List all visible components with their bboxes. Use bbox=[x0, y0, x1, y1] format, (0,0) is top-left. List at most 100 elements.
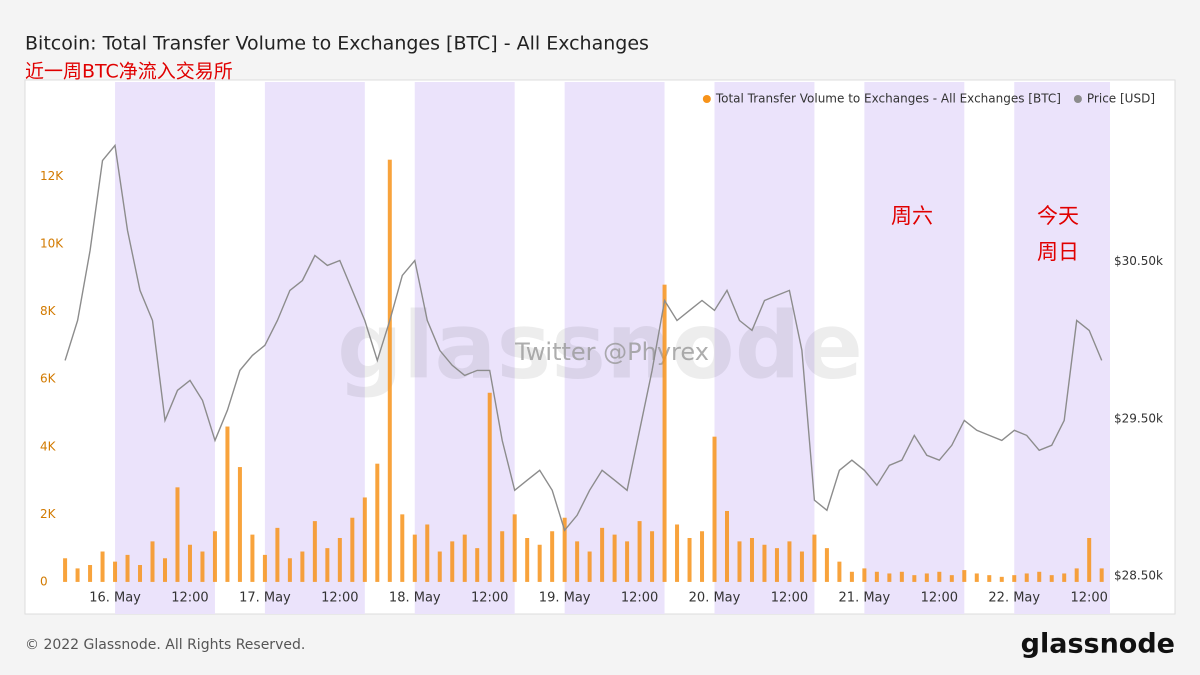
volume-bar bbox=[412, 534, 417, 582]
volume-bar bbox=[312, 521, 317, 582]
annotation: 周六 bbox=[891, 204, 933, 228]
volume-bar bbox=[737, 541, 742, 582]
watermark-twitter: Twitter @Phyrex bbox=[514, 338, 709, 366]
volume-bar bbox=[937, 571, 942, 582]
shaded-range bbox=[714, 82, 815, 614]
legend-swatch bbox=[1073, 95, 1082, 103]
y-tick-label: 8K bbox=[40, 304, 57, 318]
x-tick-label: 21. May bbox=[839, 591, 891, 606]
volume-bar bbox=[712, 436, 717, 582]
y-tick-label: 6K bbox=[40, 372, 57, 386]
x-tick-label: 16. May bbox=[89, 591, 141, 606]
x-tick-label: 17. May bbox=[239, 591, 291, 606]
volume-bar bbox=[700, 531, 705, 582]
y2-tick-label: $30.50k bbox=[1114, 254, 1163, 268]
volume-bar bbox=[325, 548, 330, 582]
logo: glassnode bbox=[1021, 629, 1175, 660]
volume-bar bbox=[375, 463, 380, 582]
volume-bar bbox=[500, 531, 505, 582]
volume-bar bbox=[962, 570, 967, 582]
volume-bar bbox=[1099, 568, 1104, 582]
volume-bar bbox=[662, 284, 667, 582]
x-tick-label: 12:00 bbox=[621, 591, 658, 606]
volume-bar bbox=[824, 548, 829, 582]
volume-bar bbox=[400, 514, 405, 582]
x-tick-label: 12:00 bbox=[921, 591, 958, 606]
volume-bar bbox=[924, 573, 929, 582]
volume-bar bbox=[650, 531, 655, 582]
volume-bar bbox=[462, 534, 467, 582]
volume-bar bbox=[999, 576, 1004, 582]
y2-tick-label: $29.50k bbox=[1114, 411, 1163, 425]
volume-bar bbox=[874, 571, 879, 582]
volume-bar bbox=[862, 568, 867, 582]
x-tick-label: 12:00 bbox=[1070, 591, 1107, 606]
chart-title: Bitcoin: Total Transfer Volume to Exchan… bbox=[25, 33, 649, 55]
volume-bar bbox=[187, 544, 192, 582]
volume-bar bbox=[512, 514, 517, 582]
legend-label: Price [USD] bbox=[1087, 92, 1155, 106]
volume-bar bbox=[300, 551, 305, 582]
volume-bar bbox=[100, 551, 105, 582]
volume-bar bbox=[787, 541, 792, 582]
volume-bar bbox=[212, 531, 217, 582]
volume-bar bbox=[337, 538, 342, 582]
x-tick-label: 18. May bbox=[389, 591, 441, 606]
volume-bar bbox=[675, 524, 680, 582]
volume-bar bbox=[1062, 573, 1067, 582]
volume-bar bbox=[625, 541, 630, 582]
volume-bar bbox=[587, 551, 592, 582]
price-line bbox=[64, 143, 1103, 532]
volume-bar bbox=[899, 571, 904, 582]
volume-bar bbox=[1087, 538, 1092, 582]
volume-bar bbox=[275, 527, 280, 582]
y-tick-label: 2K bbox=[40, 507, 57, 521]
volume-bar bbox=[849, 571, 854, 582]
shaded-range bbox=[414, 82, 515, 614]
volume-bar bbox=[200, 551, 205, 582]
x-tick-label: 22. May bbox=[988, 591, 1040, 606]
volume-bar bbox=[575, 541, 580, 582]
volume-bar bbox=[637, 521, 642, 582]
chart-subtitle: 近一周BTC净流入交易所 bbox=[25, 61, 233, 83]
volume-bar bbox=[799, 551, 804, 582]
x-tick-label: 12:00 bbox=[771, 591, 808, 606]
volume-bar bbox=[237, 467, 242, 582]
volume-bar bbox=[887, 573, 892, 582]
volume-bar bbox=[774, 548, 779, 582]
volume-bar bbox=[949, 575, 954, 582]
volume-bar bbox=[262, 554, 267, 582]
y-tick-label: 0 bbox=[40, 574, 48, 588]
x-tick-label: 20. May bbox=[689, 591, 741, 606]
volume-bar bbox=[350, 517, 355, 582]
shaded-range bbox=[1014, 82, 1110, 614]
volume-bar bbox=[612, 534, 617, 582]
legend-label: Total Transfer Volume to Exchanges - All… bbox=[715, 92, 1061, 106]
volume-bar bbox=[550, 531, 555, 582]
volume-bar bbox=[687, 538, 692, 582]
volume-bar bbox=[812, 534, 817, 582]
volume-bar bbox=[525, 538, 530, 582]
y-tick-label: 12K bbox=[40, 169, 64, 183]
volume-bar bbox=[725, 510, 730, 582]
volume-bar bbox=[88, 565, 93, 582]
volume-bar bbox=[974, 573, 979, 582]
volume-bar bbox=[387, 159, 392, 582]
volume-bar bbox=[250, 534, 255, 582]
legend-swatch bbox=[702, 95, 711, 103]
volume-bar bbox=[475, 548, 480, 582]
volume-bar bbox=[138, 565, 143, 582]
annotation: 今天 bbox=[1037, 204, 1079, 228]
copyright: © 2022 Glassnode. All Rights Reserved. bbox=[25, 637, 305, 653]
x-tick-label: 19. May bbox=[539, 591, 591, 606]
volume-bar bbox=[113, 561, 118, 582]
x-tick-label: 12:00 bbox=[171, 591, 208, 606]
volume-bar bbox=[63, 558, 68, 582]
y-tick-label: 4K bbox=[40, 439, 57, 453]
y2-tick-label: $28.50k bbox=[1114, 569, 1163, 583]
volume-bar bbox=[1049, 575, 1054, 582]
volume-bar bbox=[75, 568, 80, 582]
volume-bar bbox=[537, 544, 542, 582]
volume-bar bbox=[487, 392, 492, 582]
